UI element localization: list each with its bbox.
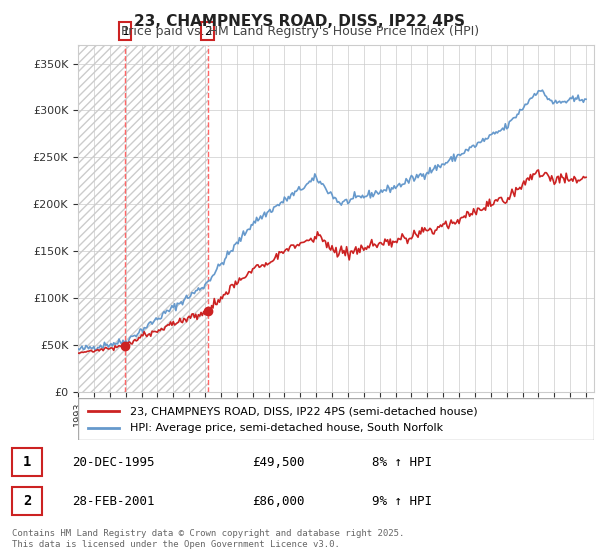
Text: 2: 2 bbox=[204, 25, 211, 38]
Bar bbox=[78, 45, 125, 392]
FancyBboxPatch shape bbox=[78, 398, 594, 440]
Text: £86,000: £86,000 bbox=[252, 494, 305, 508]
Bar bbox=[125, 45, 208, 392]
FancyBboxPatch shape bbox=[12, 448, 42, 476]
Text: 28-FEB-2001: 28-FEB-2001 bbox=[72, 494, 155, 508]
Text: 8% ↑ HPI: 8% ↑ HPI bbox=[372, 455, 432, 469]
Text: Contains HM Land Registry data © Crown copyright and database right 2025.
This d: Contains HM Land Registry data © Crown c… bbox=[12, 529, 404, 549]
Text: Price paid vs. HM Land Registry's House Price Index (HPI): Price paid vs. HM Land Registry's House … bbox=[121, 25, 479, 38]
Text: 20-DEC-1995: 20-DEC-1995 bbox=[72, 455, 155, 469]
Text: 1: 1 bbox=[23, 455, 31, 469]
FancyBboxPatch shape bbox=[12, 487, 42, 515]
Text: 23, CHAMPNEYS ROAD, DISS, IP22 4PS: 23, CHAMPNEYS ROAD, DISS, IP22 4PS bbox=[134, 14, 466, 29]
Text: HPI: Average price, semi-detached house, South Norfolk: HPI: Average price, semi-detached house,… bbox=[130, 423, 443, 433]
Text: 23, CHAMPNEYS ROAD, DISS, IP22 4PS (semi-detached house): 23, CHAMPNEYS ROAD, DISS, IP22 4PS (semi… bbox=[130, 406, 477, 416]
Text: £49,500: £49,500 bbox=[252, 455, 305, 469]
Text: 1: 1 bbox=[121, 25, 129, 38]
Text: 9% ↑ HPI: 9% ↑ HPI bbox=[372, 494, 432, 508]
Text: 2: 2 bbox=[23, 494, 31, 508]
